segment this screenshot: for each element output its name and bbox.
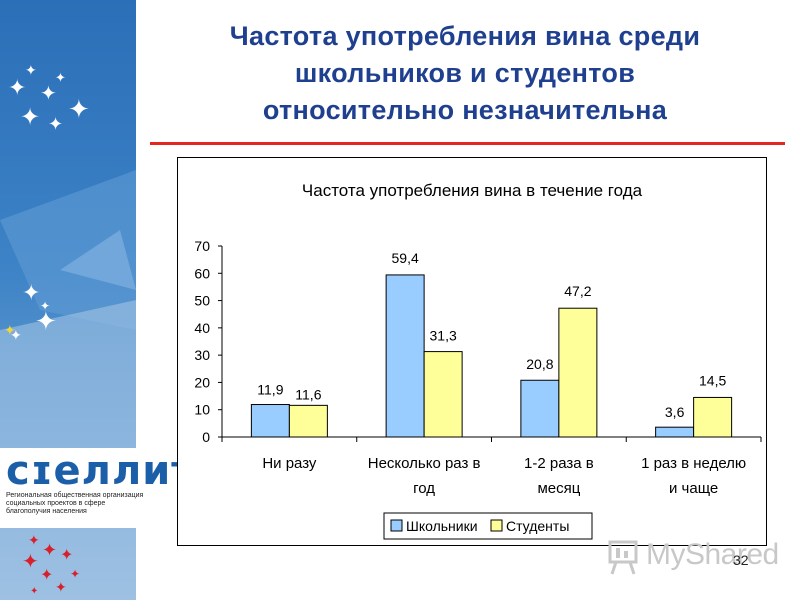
data-label: 14,5	[699, 372, 726, 388]
svg-text:✦: ✦	[30, 586, 38, 597]
white-stars-icon: ✦ ✦ ✦ ✦ ✦ ✦ ✦ ✦ ✦ ✦ ✦	[8, 62, 90, 343]
svg-text:✦: ✦	[48, 114, 63, 134]
svg-text:✦: ✦	[22, 280, 40, 305]
bar	[250, 404, 290, 438]
data-label: 59,4	[392, 250, 419, 266]
bar	[423, 351, 463, 438]
x-category-label: 1-2 раза в	[524, 455, 594, 472]
y-tick-label: 70	[194, 238, 210, 254]
presentation-board-icon	[608, 540, 638, 575]
y-tick-label: 0	[202, 429, 210, 445]
title-underline	[150, 142, 785, 145]
y-tick-label: 40	[194, 320, 210, 336]
svg-text:✦: ✦	[25, 62, 37, 78]
svg-text:✦: ✦	[42, 540, 57, 560]
data-label: 20,8	[526, 356, 553, 372]
svg-text:✦: ✦	[35, 306, 57, 336]
slide-title-line: школьников и студентов	[294, 58, 636, 88]
svg-text:✦: ✦	[68, 94, 90, 124]
svg-text:✦: ✦	[22, 551, 39, 573]
legend-label: Студенты	[506, 518, 569, 534]
svg-text:✦: ✦	[8, 75, 26, 100]
y-tick-label: 50	[194, 293, 210, 309]
data-label: 11,9	[257, 382, 283, 398]
bar	[520, 379, 560, 438]
svg-text:✦: ✦	[40, 567, 53, 584]
x-category-label: год	[413, 480, 435, 497]
legend-box	[383, 512, 593, 540]
slide-title-line: Частота употребления вина среди	[229, 21, 701, 51]
page-number: 32	[733, 552, 749, 568]
slide-title: Частота употребления вина среди школьник…	[150, 18, 780, 129]
svg-text:✦: ✦	[4, 322, 16, 338]
y-tick-label: 20	[194, 374, 210, 390]
svg-text:✦: ✦	[40, 83, 57, 105]
legend-label: Школьники	[406, 518, 478, 534]
y-tick-label: 10	[194, 402, 210, 418]
slide-title-line: относительно незначительна	[262, 95, 668, 125]
data-label: 11,6	[295, 386, 321, 402]
svg-text:✦: ✦	[55, 70, 66, 85]
y-tick-label: 30	[194, 347, 210, 363]
x-category-label: Ни разу	[262, 455, 317, 472]
svg-text:✦: ✦	[70, 567, 80, 581]
watermark: MyShared	[604, 536, 779, 576]
watermark-text: MyShared	[646, 538, 779, 571]
bar	[288, 404, 328, 438]
bar-chart: Частота употребления вина в течение года…	[194, 181, 762, 540]
svg-text:✦: ✦	[10, 327, 22, 343]
chart-frame: Частота употребления вина в течение года…	[177, 157, 767, 546]
logo-subtitle: Региональная общественная организация со…	[6, 492, 144, 515]
organization-logo: сɪеллит Региональная общественная органи…	[0, 448, 194, 528]
x-category-label: 1 раз в неделю	[641, 455, 746, 472]
bar	[385, 274, 425, 438]
x-category-label: и чаще	[669, 480, 718, 497]
bar	[693, 396, 733, 438]
legend-swatch	[390, 519, 403, 532]
x-category-label: Несколько раз в	[368, 455, 481, 472]
svg-text:✦: ✦	[60, 547, 73, 564]
red-stars-icon: ✦ ✦ ✦ ✦ ✦ ✦ ✦ ✦	[22, 532, 80, 597]
logo-wordmark: сɪеллит	[6, 448, 196, 494]
x-category-label: месяц	[537, 480, 580, 497]
svg-text:✦: ✦	[28, 532, 40, 548]
svg-text:✦: ✦	[40, 299, 50, 313]
y-tick-label: 60	[194, 265, 210, 281]
svg-text:✦: ✦	[55, 579, 67, 595]
chart-title: Частота употребления вина в течение года	[302, 181, 643, 200]
bar	[558, 307, 598, 438]
bar	[655, 426, 695, 438]
data-label: 31,3	[430, 328, 457, 344]
svg-text:✦: ✦	[20, 104, 40, 131]
data-label: 47,2	[564, 283, 591, 299]
legend-swatch	[490, 519, 503, 532]
data-label: 3,6	[665, 404, 685, 420]
